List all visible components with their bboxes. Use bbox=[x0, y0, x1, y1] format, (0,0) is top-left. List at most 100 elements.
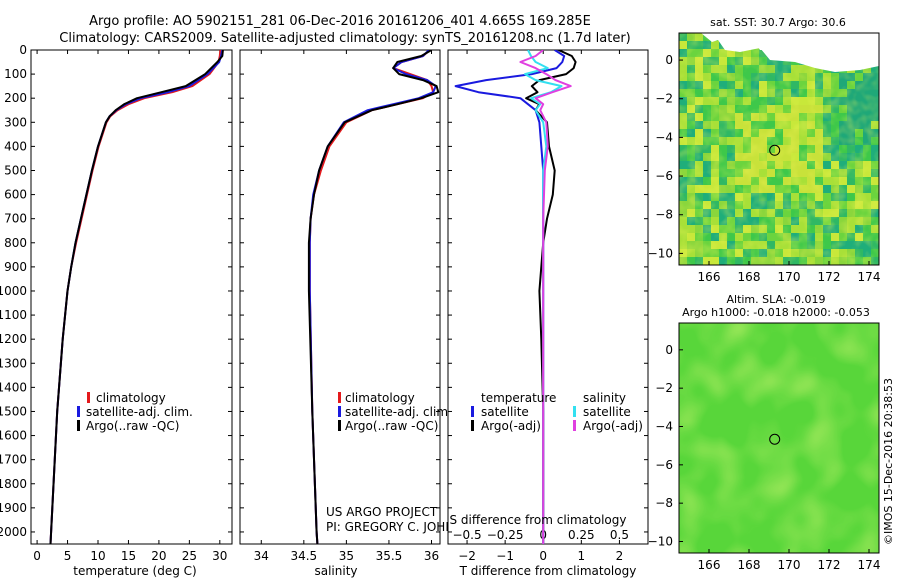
depth-tick-label: 1700 bbox=[0, 453, 27, 467]
depth-tick-label: 2000 bbox=[0, 525, 27, 539]
x-tick-label: 1 bbox=[578, 549, 586, 563]
legend-label-s-satellite: satellite bbox=[583, 405, 631, 419]
map-x-tick-label: 174 bbox=[858, 558, 881, 572]
sst-map-ticks: 166 168 170 172 174 0 −2 −4 −6 −8 −10 bbox=[648, 53, 881, 284]
series-line-s-argo bbox=[519, 50, 572, 544]
header-line-2: Climatology: CARS2009. Satellite-adjuste… bbox=[59, 31, 631, 46]
map-x-tick-label: 170 bbox=[778, 270, 801, 284]
difference-top-label: S difference from climatology bbox=[450, 513, 627, 527]
sst-map-cloud-mask bbox=[679, 33, 879, 72]
credit-side: ©IMOS 15-Dec-2016 20:38:53 bbox=[882, 378, 895, 545]
series-line-argo bbox=[307, 50, 440, 544]
temperature-xlabel: temperature (deg C) bbox=[73, 564, 196, 578]
difference-panel: −2 −1 0 1 2−0.5 −0.25 0 0.25 0.5 T difference fr… bbox=[447, 49, 649, 578]
temperature-frame bbox=[30, 49, 233, 545]
map-x-tick-label: 172 bbox=[818, 270, 841, 284]
x-tick-label: 0 bbox=[539, 549, 547, 563]
depth-tick-label: 900 bbox=[4, 260, 27, 274]
depth-tick-label: 0 bbox=[19, 43, 27, 57]
sst-map-title: sat. SST: 30.7 Argo: 30.6 bbox=[710, 16, 846, 29]
map-y-tick-label: −6 bbox=[655, 169, 673, 183]
sst-map-panel: sat. SST: 30.7 Argo: 30.6 166 168 170 172 17… bbox=[648, 16, 881, 284]
credit-project: US ARGO PROJECT bbox=[326, 505, 438, 519]
x-tick-label: 2 bbox=[616, 549, 624, 563]
depth-tick-label: 1000 bbox=[0, 284, 27, 298]
legend-swatch-satellite bbox=[338, 406, 341, 417]
legend-swatch-satellite bbox=[77, 406, 80, 417]
x-tick-label: 20 bbox=[151, 549, 166, 563]
sla-map-panel: Altim. SLA: -0.019 Argo h1000: -0.018 h2… bbox=[648, 293, 881, 572]
s-tick-label: 0.5 bbox=[610, 528, 629, 542]
map-x-tick-label: 170 bbox=[778, 558, 801, 572]
map-y-tick-label: −2 bbox=[655, 381, 673, 395]
x-tick-label: 10 bbox=[90, 549, 105, 563]
s-tick-label: −0.5 bbox=[452, 528, 481, 542]
legend-label-s-argo: Argo(-adj) bbox=[583, 419, 643, 433]
map-y-tick-label: −4 bbox=[655, 130, 673, 144]
map-y-tick-label: 0 bbox=[665, 343, 673, 357]
depth-tick-label: 100 bbox=[4, 67, 27, 81]
legend-swatch-argo bbox=[338, 420, 341, 431]
legend-label-t-satellite: satellite bbox=[481, 405, 529, 419]
depth-tick-label: 300 bbox=[4, 115, 27, 129]
depth-tick-label: 1900 bbox=[0, 501, 27, 515]
sla-map-title-1: Altim. SLA: -0.019 bbox=[726, 293, 825, 306]
credit-pi: PI: GREGORY C. JOHNSON bbox=[326, 520, 480, 534]
depth-axis: 0 100 200 300 400 500 600 700 800 900 1000 1100 1200… bbox=[0, 43, 27, 539]
sla-map-ticks: 166 168 170 172 174 0 −2 −4 −6 −8 −10 bbox=[648, 343, 881, 572]
depth-tick-label: 1200 bbox=[0, 332, 27, 346]
map-y-tick-label: −6 bbox=[655, 458, 673, 472]
x-tick-label: 35.5 bbox=[376, 549, 403, 563]
sst-argo-location-marker bbox=[769, 144, 781, 156]
depth-tick-label: 800 bbox=[4, 236, 27, 250]
difference-xlabel: T difference from climatology bbox=[459, 564, 637, 578]
x-tick-label: 0 bbox=[33, 549, 41, 563]
depth-tick-label: 1600 bbox=[0, 429, 27, 443]
legend-swatch-climatology bbox=[338, 392, 341, 403]
legend-label-argo: Argo(..raw -QC) bbox=[86, 419, 179, 433]
map-x-tick-label: 172 bbox=[818, 558, 841, 572]
x-tick-label: 35 bbox=[339, 549, 354, 563]
x-tick-label: 5 bbox=[64, 549, 72, 563]
temperature-panel: 0 5 10 15 20 25 30 temperature (deg C) climato… bbox=[30, 49, 233, 578]
map-x-tick-label: 166 bbox=[698, 270, 721, 284]
temperature-lines bbox=[49, 50, 224, 544]
depth-tick-label: 1800 bbox=[0, 477, 27, 491]
legend-title-temperature: temperature bbox=[481, 391, 556, 405]
salinity-legend: climatology satellite-adj. clim. Argo(..… bbox=[338, 391, 452, 433]
difference-lines bbox=[454, 50, 577, 544]
s-tick-label: 0.25 bbox=[568, 528, 595, 542]
map-y-tick-label: −10 bbox=[648, 246, 673, 260]
sla-map-frame bbox=[678, 322, 880, 554]
legend-label-t-argo: Argo(-adj) bbox=[481, 419, 541, 433]
legend-swatch-climatology bbox=[87, 392, 90, 403]
sla-map-title-2: Argo h1000: -0.018 h2000: -0.053 bbox=[682, 306, 870, 319]
sst-map-texture bbox=[679, 33, 879, 265]
depth-tick-label: 1400 bbox=[0, 380, 27, 394]
map-x-tick-label: 168 bbox=[738, 270, 761, 284]
temperature-legend: climatology satellite-adj. clim. Argo(..… bbox=[77, 391, 193, 433]
x-tick-label: −2 bbox=[458, 549, 476, 563]
x-tick-label: 34.5 bbox=[290, 549, 317, 563]
depth-tick-label: 1500 bbox=[0, 404, 27, 418]
x-tick-label: 36 bbox=[424, 549, 439, 563]
x-tick-label: −1 bbox=[496, 549, 514, 563]
depth-tick-label: 700 bbox=[4, 212, 27, 226]
depth-tick-label: 1300 bbox=[0, 356, 27, 370]
map-y-tick-label: −2 bbox=[655, 92, 673, 106]
legend-swatch-s-satellite bbox=[573, 406, 576, 417]
temperature-x-ticks: 0 5 10 15 20 25 30 bbox=[31, 49, 232, 563]
map-y-tick-label: 0 bbox=[665, 53, 673, 67]
map-x-tick-label: 168 bbox=[738, 558, 761, 572]
map-y-tick-label: −8 bbox=[655, 208, 673, 222]
salinity-panel: 34 34.5 35 35.5 36 salinity climatology sate… bbox=[239, 49, 480, 578]
difference-legend: temperature satellite Argo(-adj) salinit… bbox=[471, 391, 643, 433]
sst-map-frame bbox=[678, 32, 880, 266]
map-x-tick-label: 166 bbox=[698, 558, 721, 572]
map-y-tick-label: −4 bbox=[655, 420, 673, 434]
salinity-xlabel: salinity bbox=[314, 564, 357, 578]
x-tick-label: 34 bbox=[254, 549, 269, 563]
map-x-tick-label: 174 bbox=[858, 270, 881, 284]
depth-tick-label: 200 bbox=[4, 91, 27, 105]
